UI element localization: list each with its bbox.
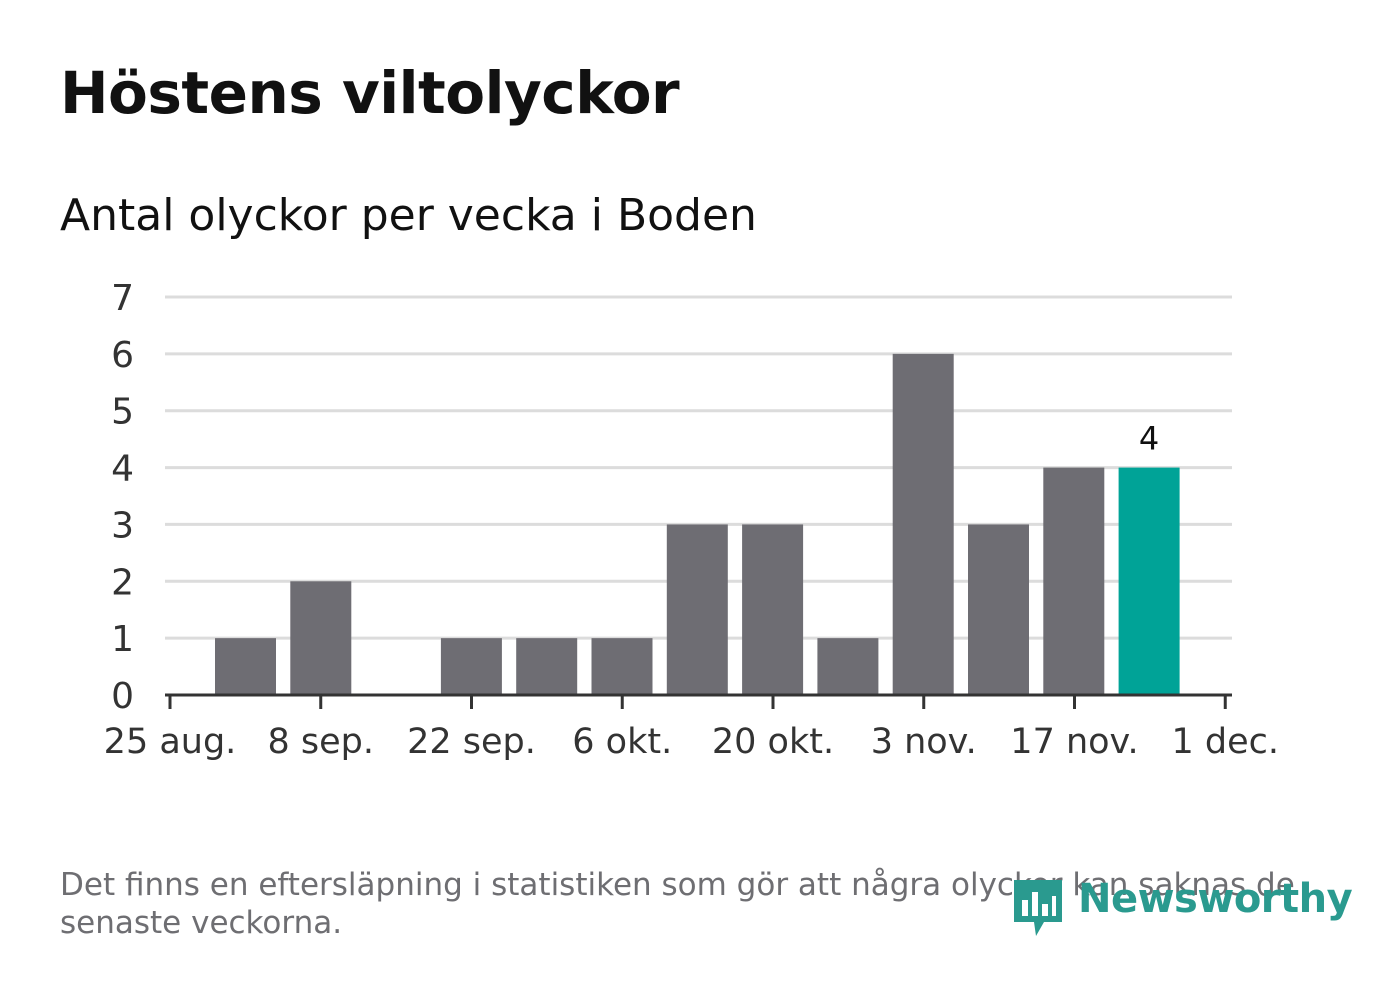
bar: [440, 638, 502, 695]
newsworthy-logo: Newsworthy: [1010, 874, 1353, 944]
y-tick-label: 5: [111, 392, 134, 433]
y-axis-tick-labels: 0 1 2 3 4 5 6 7: [111, 278, 134, 717]
x-tick-label: 20 okt.: [712, 722, 834, 762]
x-tick-label: 22 sep.: [407, 722, 536, 762]
x-tick-label: 25 aug.: [104, 722, 237, 762]
chart-subtitle: Antal olyckor per vecka i Boden: [60, 190, 757, 241]
bar: [215, 638, 276, 695]
y-tick-label: 6: [111, 335, 134, 376]
bar: [892, 353, 954, 695]
x-tick-label: 6 okt.: [572, 722, 672, 762]
bar: [666, 524, 728, 695]
y-tick-label: 4: [111, 449, 134, 490]
y-tick-label: 0: [111, 676, 134, 717]
y-tick-label: 3: [111, 505, 134, 546]
y-tick-label: 7: [111, 278, 134, 319]
bar-highlight: [1118, 467, 1180, 695]
bar: [290, 581, 352, 695]
x-tick-label: 17 nov.: [1010, 722, 1138, 762]
footnote: Det finns en eftersläpning i statistiken…: [60, 867, 1295, 941]
x-tick-label: 1 dec.: [1171, 722, 1279, 762]
bar: [516, 638, 578, 695]
bar-chart: 0 1 2 3 4 5 6 7 25 aug. 8 sep. 22 sep. 6 okt. 20 ok…: [104, 278, 1279, 762]
bar: [591, 638, 653, 695]
bar: [742, 524, 804, 695]
newsworthy-logo-icon: [1014, 880, 1062, 936]
bar: [1043, 467, 1105, 695]
newsworthy-logo-text: Newsworthy: [1078, 876, 1353, 922]
data-label: 4: [1139, 420, 1159, 458]
x-tick-label: 3 nov.: [871, 722, 977, 762]
y-tick-label: 1: [111, 619, 134, 660]
x-axis: 25 aug. 8 sep. 22 sep. 6 okt. 20 okt. 3 nov. 1…: [104, 693, 1279, 762]
x-tick-label: 8 sep.: [267, 722, 374, 762]
data-labels: 4: [1139, 420, 1159, 458]
bar: [817, 638, 879, 695]
chart-title: Höstens viltolyckor: [60, 59, 680, 127]
bars: [215, 353, 1180, 695]
y-tick-label: 2: [111, 562, 134, 603]
bar: [968, 524, 1029, 695]
